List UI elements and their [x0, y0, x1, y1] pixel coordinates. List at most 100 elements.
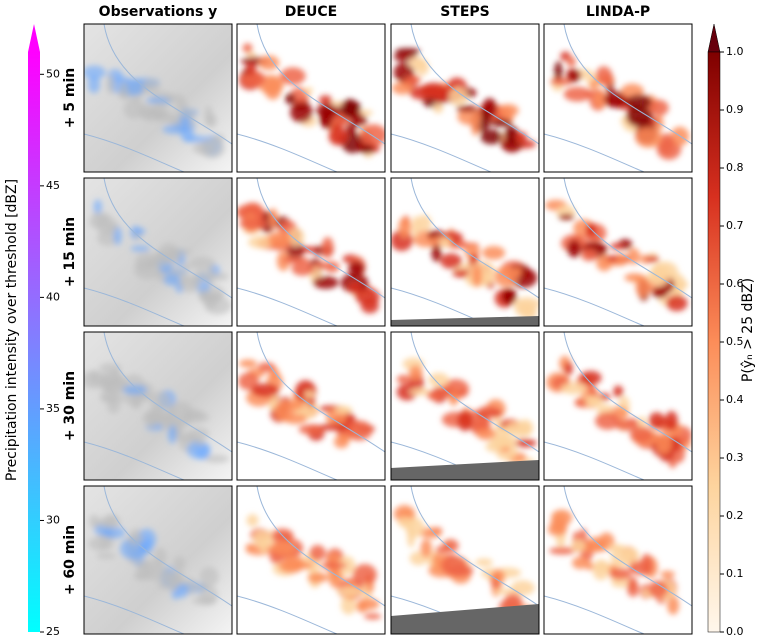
panel-content [391, 24, 539, 172]
precip-blob [204, 454, 230, 463]
precip-blob [127, 534, 144, 546]
precip-blob [319, 423, 345, 431]
panel-frame [390, 23, 540, 173]
panel-frame [236, 485, 386, 635]
precip-blob [501, 288, 517, 305]
panel-content [544, 332, 692, 480]
blobs [392, 48, 537, 153]
precip-blob [177, 435, 203, 443]
precip-blob [457, 410, 473, 432]
precip-blob [318, 95, 333, 105]
panel-content [544, 178, 692, 326]
precip-blob [105, 377, 128, 396]
precip-blob [510, 580, 535, 596]
precip-blob [303, 390, 315, 399]
precip-blob [328, 127, 349, 146]
precip-blob [179, 275, 201, 293]
precip-blob [492, 418, 503, 425]
river [391, 133, 492, 172]
precip-blob [626, 106, 653, 128]
precip-blob [100, 514, 121, 530]
precip-blob [291, 261, 314, 276]
panel [390, 331, 540, 481]
precip-blob [613, 385, 624, 398]
precip-blob [564, 362, 573, 376]
blobs [88, 199, 232, 315]
panel [390, 23, 540, 173]
precip-blob [206, 265, 215, 286]
precip-blob [246, 514, 259, 527]
panel [236, 23, 386, 173]
precip-blob [84, 65, 106, 80]
precip-blob [664, 411, 678, 431]
precip-blob [355, 288, 380, 306]
precip-blob [554, 61, 563, 83]
precip-blob [471, 265, 483, 287]
panel [543, 485, 693, 635]
panel [543, 177, 693, 327]
precip-blob [242, 43, 253, 54]
river [410, 486, 539, 607]
precip-blob [141, 78, 161, 94]
panel-content [237, 178, 385, 326]
precip-blob [206, 113, 217, 128]
precip-blob [572, 556, 589, 570]
tick-label: 45 [46, 179, 60, 192]
precip-blob [147, 110, 171, 117]
precip-blob [211, 134, 225, 144]
precip-blob [504, 125, 519, 144]
precip-blob [252, 530, 270, 548]
river [544, 441, 645, 480]
blobs [237, 202, 380, 314]
precip-blob [294, 380, 316, 402]
precip-blob [513, 297, 539, 311]
precip-blob [478, 405, 500, 415]
blobs [546, 355, 692, 469]
precip-blob [604, 90, 628, 108]
precip-blob [285, 93, 296, 105]
precip-blob [398, 217, 412, 238]
row-label: + 60 min [62, 525, 78, 595]
precip-blob [107, 398, 121, 414]
precip-blob [192, 596, 217, 606]
row-label: + 5 min [62, 68, 78, 129]
blobs [245, 514, 382, 620]
precip-blob [498, 104, 519, 117]
panel-frame [83, 177, 233, 327]
precip-blob [298, 424, 326, 435]
precip-blob [549, 546, 576, 555]
precip-blob [547, 523, 567, 536]
precip-blob [130, 245, 150, 252]
precip-blob [440, 253, 462, 269]
river [544, 133, 645, 172]
precip-blob [176, 583, 189, 598]
panel [543, 331, 693, 481]
precip-blob [593, 90, 607, 109]
row-label: + 30 min [62, 371, 78, 441]
river [256, 178, 385, 299]
colorbar-extend [707, 23, 721, 53]
river [544, 595, 645, 634]
panel-frame [236, 23, 386, 173]
precip-blob [93, 199, 103, 215]
river [410, 24, 539, 145]
precip-blob [563, 86, 592, 102]
precip-blob [431, 244, 442, 262]
panel-content [84, 332, 232, 480]
precip-blob [433, 102, 444, 114]
precip-blob [279, 67, 306, 85]
precip-blob [629, 426, 654, 443]
precip-blob [133, 571, 152, 581]
precip-blob [490, 118, 513, 127]
precip-blob [275, 532, 293, 541]
precip-blob [192, 141, 216, 155]
precip-blob [313, 262, 333, 269]
precip-blob [473, 415, 491, 430]
precip-blob [610, 242, 624, 250]
precip-blob [241, 70, 266, 88]
precip-blob [238, 359, 258, 368]
river [563, 178, 692, 299]
precip-blob [97, 230, 119, 246]
precip-blob [494, 588, 515, 595]
precip-blob [574, 398, 590, 408]
